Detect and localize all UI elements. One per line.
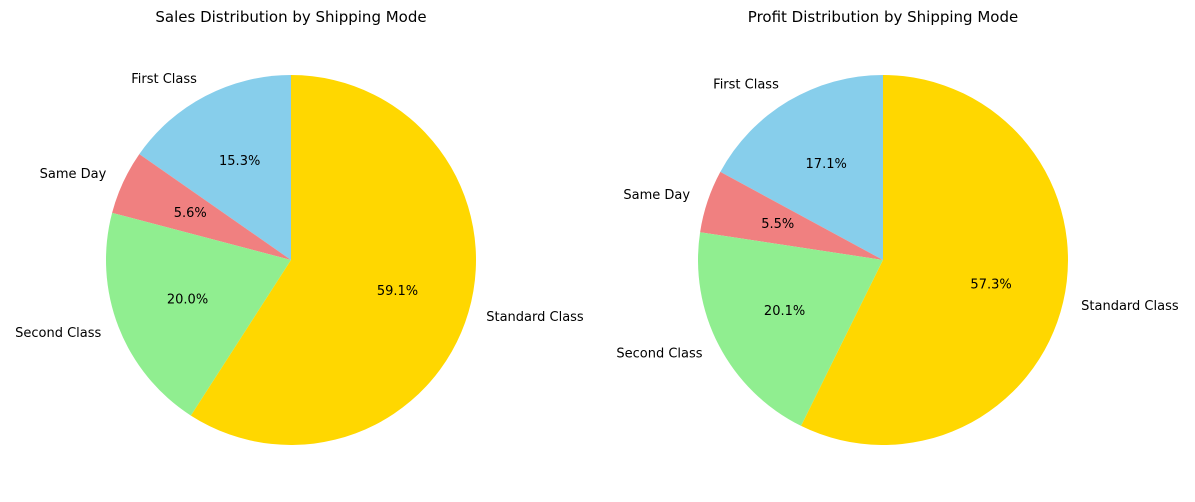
profit-labels: First Class 17.1% Same Day 5.5% Second Class…: [616, 78, 1178, 362]
profit-pct-standard-class: 57.3%: [970, 278, 1011, 293]
profit-slice-standard-class: [801, 75, 1068, 445]
profit-pct-same-day: 5.5%: [761, 217, 794, 232]
sales-slice-standard-class: [190, 75, 477, 445]
profit-slice-same-day: [700, 171, 883, 260]
sales-label-same-day: Same Day: [40, 167, 107, 182]
profit-label-standard-class: Standard Class: [1081, 299, 1179, 314]
profit-chart-title: Profit Distribution by Shipping Mode: [748, 8, 1018, 26]
sales-pct-second-class: 20.0%: [167, 293, 208, 308]
profit-slice-first-class: [720, 75, 883, 260]
profit-slices: [698, 75, 1068, 445]
sales-chart-title: Sales Distribution by Shipping Mode: [155, 8, 426, 26]
sales-pct-same-day: 5.6%: [174, 206, 207, 221]
sales-pie-chart: Sales Distribution by Shipping Mode Firs…: [15, 8, 584, 445]
sales-slice-first-class: [139, 75, 291, 260]
sales-label-second-class: Second Class: [15, 326, 101, 341]
profit-label-first-class: First Class: [713, 78, 779, 93]
sales-slice-same-day: [112, 154, 291, 260]
sales-pct-first-class: 15.3%: [219, 154, 260, 169]
sales-labels: First Class 15.3% Same Day 5.6% Second Class…: [15, 72, 584, 341]
sales-label-standard-class: Standard Class: [486, 310, 584, 325]
sales-slices: [105, 75, 477, 445]
profit-pie-chart: Profit Distribution by Shipping Mode Fir…: [616, 8, 1179, 445]
profit-slice-second-class: [698, 232, 883, 426]
sales-slice-second-class: [105, 212, 292, 416]
sales-label-first-class: First Class: [131, 72, 197, 87]
sales-pct-standard-class: 59.1%: [377, 284, 418, 299]
profit-label-same-day: Same Day: [623, 188, 690, 203]
profit-pct-second-class: 20.1%: [764, 304, 805, 319]
profit-pct-first-class: 17.1%: [806, 157, 847, 172]
profit-label-second-class: Second Class: [616, 347, 702, 362]
